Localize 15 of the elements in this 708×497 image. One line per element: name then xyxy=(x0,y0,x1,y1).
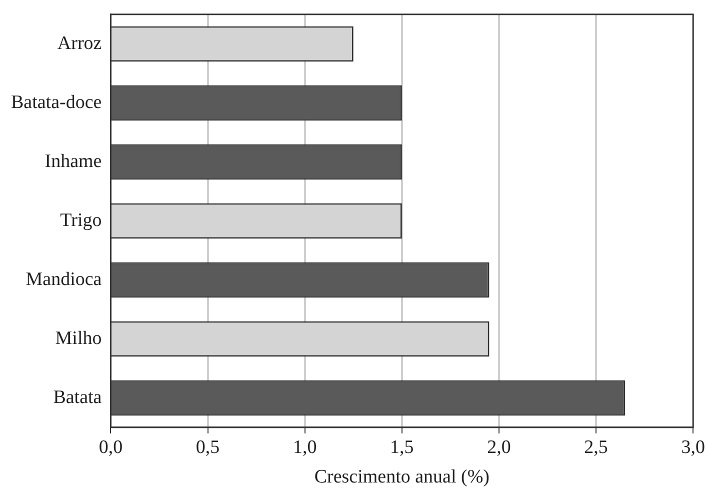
y-tick-label: Mandioca xyxy=(26,268,102,290)
x-tick-label: 1,0 xyxy=(292,436,317,458)
x-tick-label: 1,5 xyxy=(390,436,414,458)
x-axis-title: Crescimento anual (%) xyxy=(314,466,490,488)
y-tick-label: Batata xyxy=(53,386,102,408)
y-tick-label: Arroz xyxy=(57,32,102,54)
x-tick-label: 0,5 xyxy=(196,436,220,458)
y-tick-label: Milho xyxy=(55,328,102,349)
y-tick-label: Inhame xyxy=(44,150,102,172)
x-tick-label: 2,5 xyxy=(584,436,608,458)
x-tick-label: 2,0 xyxy=(487,436,511,458)
y-tick-label: Batata-doce xyxy=(10,92,102,113)
x-tick-label: 0,0 xyxy=(98,436,123,458)
y-tick-label: Trigo xyxy=(60,210,102,231)
x-tick-label: 3,0 xyxy=(681,436,705,458)
